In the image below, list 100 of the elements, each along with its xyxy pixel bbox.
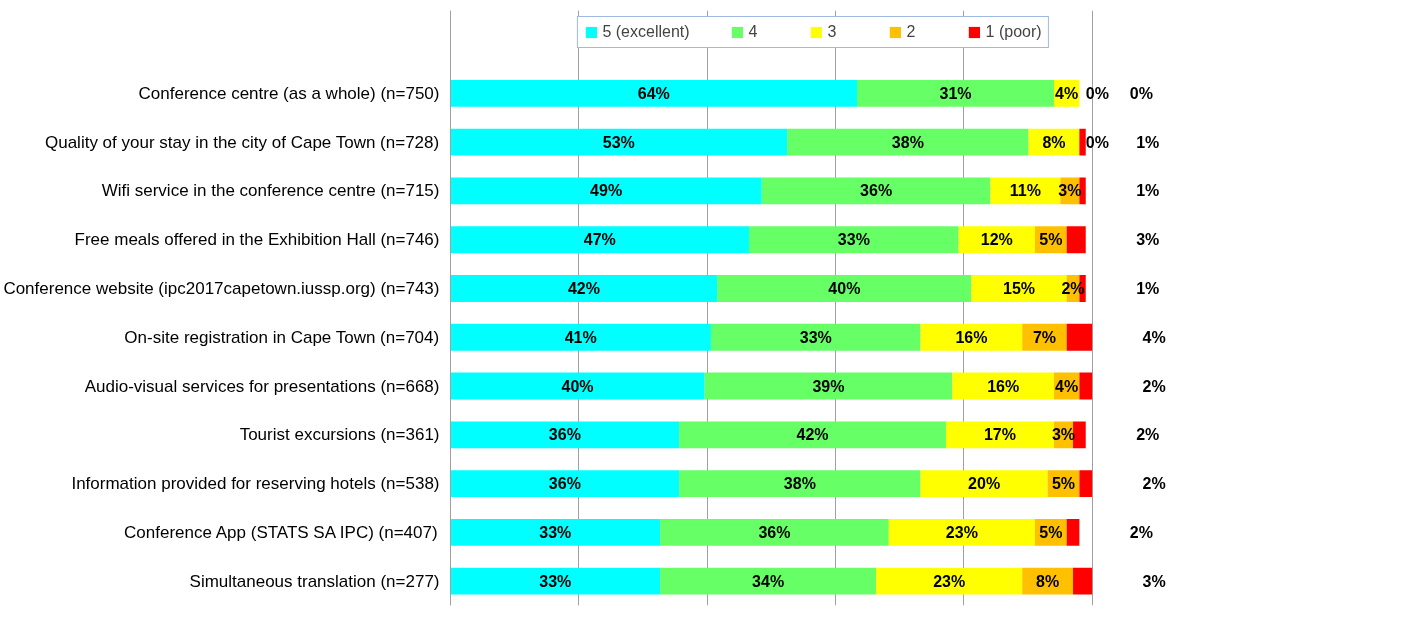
bar (679, 421, 946, 449)
bar (1073, 567, 1093, 595)
bar (1073, 421, 1086, 449)
bar (749, 226, 959, 254)
data-label: 20% (968, 475, 1001, 493)
data-label: 38% (891, 133, 924, 151)
data-label: 16% (955, 328, 988, 346)
data-label: 1% (1136, 182, 1160, 200)
bar (450, 323, 711, 351)
data-label: 2% (1136, 426, 1160, 444)
bar (450, 128, 788, 156)
data-label: 1% (1136, 279, 1160, 297)
bar (1079, 470, 1093, 497)
y-tick-label: Information provided for reserving hotels (n=538) (71, 474, 440, 494)
data-label: 53% (602, 133, 635, 151)
bar (1066, 323, 1093, 351)
data-label: 4% (1142, 328, 1166, 346)
bar (450, 518, 661, 546)
data-label: 36% (860, 182, 893, 200)
bar (857, 80, 1054, 107)
data-label: 23% (933, 572, 966, 590)
data-label: 4% (1055, 377, 1079, 395)
y-tick-label: Conference App (STATS SA IPC) (n=407) (124, 522, 438, 542)
data-label: 64% (637, 84, 670, 102)
data-label: 5% (1039, 231, 1063, 249)
y-tick-label: Wifi service in the conference centre (n=715) (101, 181, 440, 201)
y-tick-label: On-site registration in Cape Town (n=704) (124, 327, 440, 347)
data-label: 1% (1136, 133, 1160, 151)
data-label: 36% (548, 426, 581, 444)
data-label: 33% (799, 328, 832, 346)
bar (450, 567, 661, 595)
bar (450, 470, 680, 497)
data-label: 3% (1136, 231, 1160, 249)
bar (450, 421, 680, 449)
bar (679, 470, 921, 497)
y-tick-label: Tourist excursions (n=361) (239, 425, 440, 445)
bar (1079, 372, 1093, 400)
data-label: 36% (548, 475, 581, 493)
data-label: 39% (812, 377, 845, 395)
bar (888, 518, 1035, 546)
data-label: 16% (987, 377, 1020, 395)
data-label: 42% (567, 279, 600, 297)
data-label: 15% (1003, 279, 1036, 297)
bar (876, 567, 1023, 595)
data-label: 3% (1142, 572, 1166, 590)
data-label: 47% (583, 231, 616, 249)
bar (710, 323, 921, 351)
data-label: 38% (783, 475, 816, 493)
data-label: 7% (1032, 328, 1057, 346)
data-label: 5% (1051, 475, 1076, 493)
data-label: 2% (1129, 523, 1153, 541)
data-label: 8% (1036, 572, 1060, 590)
bar (1066, 226, 1086, 254)
legend-label: 3 (827, 23, 838, 41)
bar (660, 518, 889, 546)
legend-label: 1 (poor) (985, 23, 1042, 41)
y-tick-label: Conference website (ipc2017capetown.iussp.org) (n=743) (3, 278, 440, 298)
bar (450, 372, 705, 400)
y-tick-label: Audio-visual services for presentations (n=668) (84, 376, 440, 396)
bar (787, 128, 1029, 156)
data-label: 40% (561, 377, 594, 395)
data-label: 8% (1042, 133, 1066, 151)
bar (1066, 518, 1080, 546)
data-label: 0% (1085, 133, 1109, 151)
data-label: 42% (796, 426, 829, 444)
data-label: 11% (1009, 182, 1041, 200)
y-tick-label: Free meals offered in the Exhibition Hall (n=746) (74, 230, 440, 250)
bar (450, 226, 750, 254)
data-label: 12% (980, 231, 1013, 249)
data-label: 23% (945, 523, 978, 541)
bar (660, 567, 877, 595)
bar (920, 470, 1048, 497)
bar (761, 177, 991, 205)
data-label: 31% (939, 84, 972, 102)
y-tick-label: Simultaneous translation (n=277) (189, 571, 440, 591)
legend-label: 2 (906, 23, 917, 41)
data-label: 40% (828, 279, 861, 297)
data-label: 0% (1085, 84, 1109, 102)
bar (450, 80, 858, 107)
data-label: 49% (590, 182, 623, 200)
data-label: 34% (752, 572, 785, 590)
data-label: 33% (539, 523, 572, 541)
data-label: 4% (1055, 84, 1079, 102)
bar (717, 275, 972, 302)
bar (450, 177, 762, 205)
bar (1079, 128, 1086, 156)
data-label: 33% (539, 572, 572, 590)
data-label: 2% (1142, 377, 1166, 395)
bar (945, 421, 1054, 449)
legend-label: 5 (excellent) (602, 23, 690, 41)
bar (704, 372, 953, 400)
bar (920, 323, 1023, 351)
bar (450, 275, 718, 302)
data-label: 2% (1142, 475, 1166, 493)
data-label: 36% (758, 523, 791, 541)
data-label: 41% (564, 328, 597, 346)
data-label: 0% (1129, 84, 1153, 102)
bar (1079, 177, 1086, 205)
y-tick-label: Conference centre (as a whole) (n=750) (138, 83, 440, 103)
data-label: 33% (837, 231, 870, 249)
